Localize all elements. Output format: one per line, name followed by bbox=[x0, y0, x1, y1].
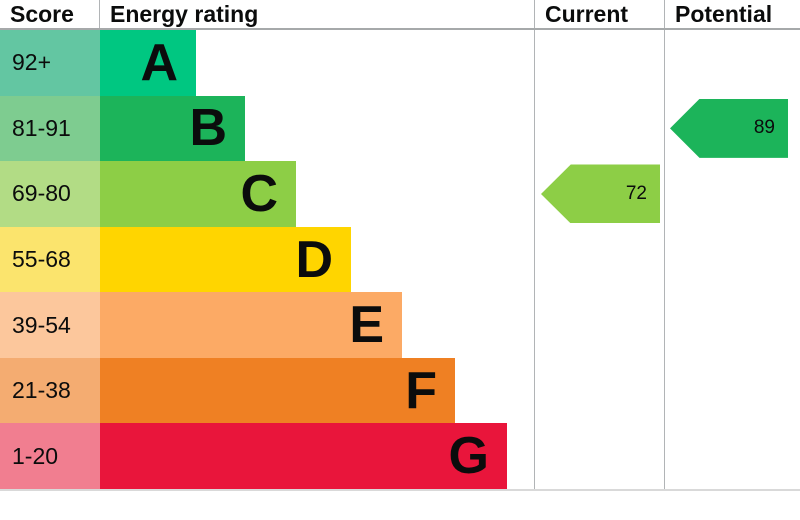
potential-slot-f bbox=[665, 358, 800, 424]
score-range-b: 81-91 bbox=[0, 95, 100, 162]
potential-slot-b: 89 bbox=[665, 96, 800, 162]
potential-slot-c bbox=[665, 161, 800, 227]
score-range-a: 92+ bbox=[0, 30, 100, 96]
current-slot-c: 72 bbox=[535, 161, 664, 227]
chart-bottom-rule bbox=[0, 489, 800, 491]
chart-body: 92+ A 81-91 B 69-80 C 55-68 D 39-54 E 21-38 F 1-20 G … bbox=[0, 30, 800, 490]
current-slot-a bbox=[535, 30, 664, 96]
band-row-g: 1-20 G bbox=[0, 423, 534, 490]
rating-bar-e: E bbox=[100, 292, 402, 358]
score-range-d: 55-68 bbox=[0, 226, 100, 293]
potential-slot-g bbox=[665, 423, 800, 489]
score-range-g: 1-20 bbox=[0, 423, 100, 490]
current-column: 72 bbox=[535, 30, 665, 489]
potential-rating-arrow: 89 bbox=[670, 98, 788, 158]
band-row-c: 69-80 C bbox=[0, 161, 534, 227]
header-current: Current bbox=[535, 0, 665, 28]
header-potential: Potential bbox=[675, 0, 773, 27]
header-energy-rating: Energy rating bbox=[100, 0, 535, 28]
current-slot-g bbox=[535, 423, 664, 489]
chart-header-row: Score Energy rating Current Potential bbox=[0, 0, 800, 30]
band-row-e: 39-54 E bbox=[0, 292, 534, 358]
score-range-c: 69-80 bbox=[0, 161, 100, 227]
rating-bar-a: A bbox=[100, 30, 196, 96]
band-row-a: 92+ A bbox=[0, 30, 534, 96]
score-range-f: 21-38 bbox=[0, 357, 100, 424]
potential-slot-e bbox=[665, 292, 800, 358]
current-slot-b bbox=[535, 96, 664, 162]
current-slot-f bbox=[535, 358, 664, 424]
rating-bar-d: D bbox=[100, 226, 351, 293]
rating-bar-b: B bbox=[100, 95, 245, 162]
band-row-f: 21-38 F bbox=[0, 357, 534, 424]
rating-bands-column: 92+ A 81-91 B 69-80 C 55-68 D 39-54 E 21-38 F 1-20 G bbox=[0, 30, 535, 490]
epc-energy-rating-chart: Score Energy rating Current Potential 92… bbox=[0, 0, 800, 491]
rating-bar-c: C bbox=[100, 161, 296, 227]
rating-bar-g: G bbox=[100, 423, 507, 490]
potential-slot-d bbox=[665, 227, 800, 293]
potential-column: 89 bbox=[665, 30, 800, 489]
score-range-e: 39-54 bbox=[0, 292, 100, 358]
potential-slot-a bbox=[665, 30, 800, 96]
band-row-d: 55-68 D bbox=[0, 226, 534, 293]
current-slot-e bbox=[535, 292, 664, 358]
rating-bar-f: F bbox=[100, 357, 455, 424]
current-slot-d bbox=[535, 227, 664, 293]
current-rating-arrow: 72 bbox=[541, 164, 660, 224]
band-row-b: 81-91 B bbox=[0, 95, 534, 162]
header-score: Score bbox=[0, 0, 100, 28]
